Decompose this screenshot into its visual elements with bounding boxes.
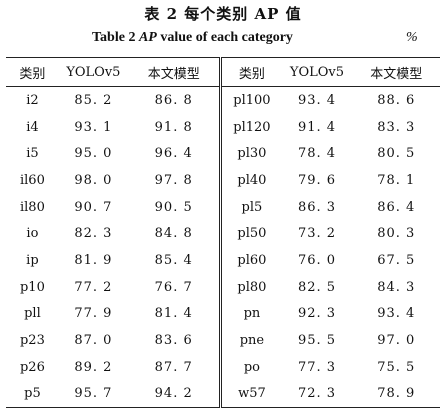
cell-model-right: 84. 3: [377, 279, 416, 295]
table-row: i2 85. 2 86. 8 pl100 93. 4 88. 6: [6, 86, 440, 114]
cell-category-right: pl30: [237, 146, 267, 162]
cell-model-left: 86. 8: [127, 86, 223, 114]
cell-category-right: w57: [238, 386, 266, 402]
cell-model-right: 93. 4: [377, 306, 416, 322]
cell-yolov5-left: 87. 0: [74, 333, 113, 349]
cell-model-right: 86. 4: [377, 199, 416, 215]
cell-model-left: 83. 6: [127, 327, 223, 354]
title-en-suffix: value of each category: [156, 30, 293, 45]
cell-category-left: il60: [19, 172, 45, 188]
cell-yolov5-right: 86. 3: [297, 199, 337, 215]
cell-yolov5-right: 92. 3: [297, 306, 337, 322]
table-row: i5 95. 0 96. 4 pl30 78. 4 80. 5: [6, 140, 440, 168]
cell-category-right: pne: [239, 333, 265, 349]
table-title-chinese: 表 2 每个类别 AP 值: [144, 5, 302, 23]
cell-category-left: p26: [19, 359, 45, 375]
cell-model-left: 97. 8: [127, 167, 223, 194]
unit-label: %: [406, 30, 418, 45]
cell-yolov5-left: 85. 2: [74, 92, 113, 108]
cell-yolov5-left: 89. 2: [74, 359, 113, 375]
cell-yolov5-right: 77. 3: [297, 359, 337, 375]
cell-model-left: 96. 4: [127, 140, 223, 168]
cell-category-left: ip: [26, 252, 39, 268]
table-row: ip 81. 9 85. 4 pl60 76. 0 67. 5: [6, 247, 440, 274]
header-category-left: 类别: [19, 66, 46, 82]
cell-yolov5-left: 81. 9: [74, 252, 113, 268]
cell-category-right: po: [243, 359, 261, 375]
cell-category-left: i5: [26, 146, 39, 162]
cell-model-right: 67. 5: [377, 252, 416, 268]
cell-yolov5-right: 72. 3: [297, 386, 337, 402]
table-row: p26 89. 2 87. 7 po 77. 3 75. 5: [6, 353, 440, 381]
cell-category-left: i2: [26, 92, 39, 108]
table-title-english: Table 2 AP value of each category: [92, 30, 293, 46]
table-row: p10 77. 2 76. 7 pl80 82. 5 84. 3: [6, 273, 440, 301]
cell-model-left: 91. 8: [127, 113, 223, 141]
cell-yolov5-right: 93. 4: [297, 92, 337, 108]
table-row: pll 77. 9 81. 4 pn 92. 3 93. 4: [6, 300, 440, 328]
cell-category-left: p5: [24, 386, 41, 402]
table-row: i4 93. 1 91. 8 pl120 91. 4 83. 3: [6, 113, 440, 141]
cell-category-right: pl80: [237, 279, 267, 295]
cell-yolov5-left: 93. 1: [74, 119, 113, 135]
cell-yolov5-right: 95. 5: [297, 333, 337, 349]
cell-yolov5-left: 95. 7: [74, 386, 113, 402]
cell-yolov5-left: 82. 3: [74, 226, 113, 242]
cell-yolov5-right: 76. 0: [297, 252, 337, 268]
table-body: i2 85. 2 86. 8 pl100 93. 4 88. 6 i4 93. 1 91. 8 p…: [6, 86, 440, 408]
title-en-ap: AP: [138, 30, 157, 45]
cell-category-right: pn: [243, 306, 261, 322]
cell-yolov5-left: 90. 7: [74, 199, 113, 215]
cell-category-left: p10: [19, 279, 45, 295]
cell-yolov5-right: 91. 4: [297, 119, 337, 135]
cell-model-right: 78. 9: [377, 386, 416, 402]
cell-yolov5-left: 77. 9: [74, 306, 113, 322]
cell-model-right: 83. 3: [377, 119, 416, 135]
cell-category-right: pl100: [233, 92, 271, 108]
cell-model-right: 75. 5: [377, 359, 416, 375]
cell-yolov5-left: 95. 0: [74, 146, 113, 162]
table-row: io 82. 3 84. 8 pl50 73. 2 80. 3: [6, 220, 440, 248]
cell-category-right: pl60: [237, 252, 267, 268]
cell-yolov5-left: 77. 2: [74, 279, 113, 295]
header-category-right: 类别: [238, 66, 265, 82]
cell-model-left: 81. 4: [127, 300, 223, 328]
table-row: il60 98. 0 97. 8 pl40 79. 6 78. 1: [6, 167, 440, 194]
cell-category-left: io: [26, 226, 39, 242]
cell-category-left: il80: [19, 199, 45, 215]
cell-category-right: pl5: [241, 199, 263, 215]
header-model-right: 本文模型: [370, 66, 423, 82]
cell-category-right: pl120: [233, 119, 271, 135]
cell-model-left: 76. 7: [127, 273, 223, 301]
cell-category-right: pl40: [237, 172, 267, 188]
cell-model-left: 90. 5: [127, 193, 223, 221]
cell-category-left: i4: [26, 119, 39, 135]
table-row: il80 90. 7 90. 5 pl5 86. 3 86. 4: [6, 193, 440, 221]
cell-model-right: 88. 6: [377, 92, 416, 108]
cell-yolov5-right: 79. 6: [297, 172, 337, 188]
cell-yolov5-left: 98. 0: [74, 172, 113, 188]
header-row: 类别 YOLOv5 本文模型 类别 YOLOv5 本文模型: [6, 57, 440, 87]
title-en-prefix: Table 2: [92, 30, 139, 45]
header-yolov5-right: YOLOv5: [289, 64, 345, 80]
header-model-left: 本文模型: [127, 57, 223, 87]
cell-yolov5-right: 82. 5: [297, 279, 337, 295]
cell-model-right: 97. 0: [377, 333, 416, 349]
cell-category-right: pl50: [237, 226, 267, 242]
cell-model-right: 80. 3: [377, 226, 416, 242]
cell-category-left: pll: [24, 306, 41, 322]
table-row: p5 95. 7 94. 2 w57 72. 3 78. 9: [6, 380, 440, 408]
cell-yolov5-right: 78. 4: [297, 146, 337, 162]
cell-model-left: 87. 7: [127, 353, 223, 381]
header-yolov5-left: YOLOv5: [66, 64, 121, 80]
table-row: p23 87. 0 83. 6 pne 95. 5 97. 0: [6, 327, 440, 354]
ap-table: 类别 YOLOv5 本文模型 类别 YOLOv5 本文模型 i2 85. 2 86.…: [6, 57, 440, 408]
cell-yolov5-right: 73. 2: [297, 226, 337, 242]
cell-category-left: p23: [19, 333, 45, 349]
cell-model-left: 84. 8: [127, 220, 223, 248]
cell-model-right: 80. 5: [377, 146, 416, 162]
cell-model-left: 94. 2: [127, 380, 223, 408]
cell-model-left: 85. 4: [127, 247, 223, 274]
cell-model-right: 78. 1: [377, 172, 416, 188]
